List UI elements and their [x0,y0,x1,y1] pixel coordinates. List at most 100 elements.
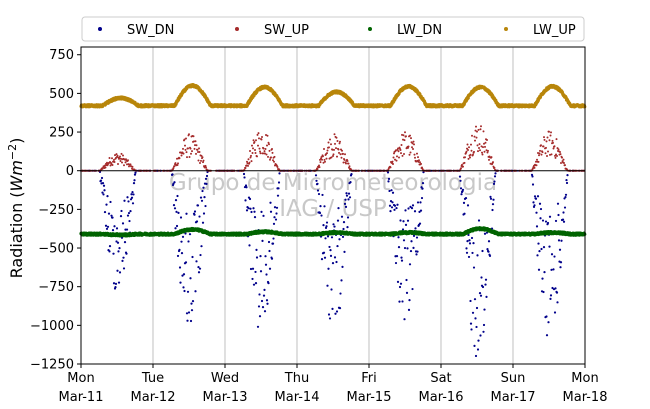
sw-up-point [402,134,405,137]
sw-dn-point [321,193,324,197]
sw-up-point [330,156,333,159]
sw-dn-point [554,287,557,290]
sw-up-point [258,137,260,140]
sw-up-point [180,154,183,157]
sw-dn-point [108,250,111,253]
sw-dn-point [265,299,269,302]
sw-up-point [545,140,548,143]
sw-dn-point [344,198,347,201]
sw-up-point [473,150,475,153]
sw-up-point [396,155,398,158]
sw-dn-point [398,285,402,289]
sw-up-point [318,166,321,169]
sw-up-point [115,153,118,156]
sw-dn-point [338,307,342,310]
sw-up-point [270,156,272,159]
sw-dn-point [179,216,183,219]
sw-up-point [191,150,193,153]
sw-up-point [395,159,398,162]
sw-up-point [475,136,478,139]
sw-dn-point [545,334,549,337]
sw-dn-point [389,210,392,213]
sw-dn-point [132,182,136,185]
sw-dn-point [532,201,535,204]
sw-up-point [264,152,266,155]
sw-dn-point [325,225,328,228]
sw-up-point [544,152,547,155]
sw-dn-point [121,259,124,262]
sw-up-point [562,158,565,161]
sw-up-point [111,163,114,166]
sw-dn-point [539,217,542,220]
sw-up-point [120,157,122,160]
sw-up-point [200,159,202,162]
sw-dn-point [126,214,130,217]
sw-dn-point [173,181,176,184]
sw-up-point [486,139,488,141]
sw-up-point [484,145,486,148]
sw-dn-point [204,204,207,208]
sw-up-point [266,134,269,137]
sw-up-point [197,159,200,162]
sw-dn-point [402,220,405,223]
sw-dn-point [191,300,195,303]
sw-dn-point [252,207,255,210]
sw-dn-point [268,267,272,270]
sw-dn-point [101,182,105,185]
sw-dn-point [315,179,318,182]
sw-dn-point [418,210,421,213]
sw-dn-point [549,294,553,297]
sw-up-point [267,155,269,158]
sw-dn-point [255,248,258,251]
sw-dn-point [205,182,208,185]
sw-dn-point [116,241,120,244]
sw-up-point [471,134,473,137]
sw-dn-point [259,270,263,273]
sw-dn-point [467,255,471,259]
sw-dn-point [472,266,476,269]
sw-up-point [477,128,480,131]
sw-dn-point [564,195,567,199]
sw-dn-point [463,212,466,215]
sw-dn-point [251,277,254,281]
sw-up-point [185,137,187,140]
sw-dn-point [336,244,339,248]
sw-dn-point [388,189,391,193]
sw-dn-point [412,234,416,237]
sw-dn-point [120,209,123,213]
sw-up-point [400,144,403,147]
sw-dn-point [175,210,178,213]
sw-dn-point [176,194,179,198]
sw-dn-point [400,259,404,262]
sw-up-point [476,130,478,133]
sw-up-point [479,149,481,152]
sw-dn-point [477,339,480,342]
sw-dn-point [469,299,472,303]
sw-up-point [420,162,422,165]
sw-dn-point [189,277,192,280]
sw-dn-point [531,175,534,178]
sw-dn-point [536,254,539,257]
sw-dn-point [272,222,276,225]
sw-up-point [249,150,251,152]
sw-dn-point [559,266,562,269]
sw-up-point [256,133,259,136]
sw-up-point [320,156,323,159]
sw-up-point [484,141,487,144]
sw-dn-point [180,252,184,255]
sw-dn-point [182,273,186,276]
sw-up-point [336,155,338,158]
sw-dn-point [324,237,327,240]
sw-up-point [254,148,256,151]
sw-dn-point [116,269,119,272]
sw-dn-point [405,278,408,282]
sw-dn-point [403,318,406,321]
sw-dn-point [478,292,482,295]
sw-up-point [554,156,557,159]
sw-dn-point [410,207,414,210]
sw-up-point [490,156,493,159]
sw-dn-point [476,348,480,351]
sw-up-point [540,153,543,156]
sw-up-point [196,148,199,151]
sw-up-point [478,143,481,146]
